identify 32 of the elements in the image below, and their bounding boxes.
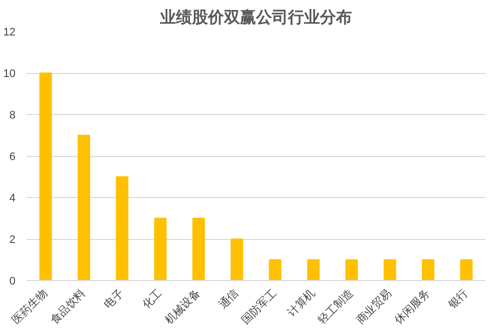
y-tick-label: 2 [9, 234, 16, 246]
x-tick-label: 国防军工 [239, 286, 280, 327]
x-tick-label: 电子 [102, 286, 126, 312]
y-tick-label: 10 [3, 68, 16, 80]
x-tick-label: 化工 [140, 287, 165, 312]
y-tick-label: 4 [9, 192, 16, 204]
x-tick-label: 食品饮料 [48, 286, 88, 327]
x-tick-label: 医药生物 [10, 286, 50, 327]
bar [116, 176, 128, 280]
x-tick-label: 休闲服务 [392, 287, 432, 327]
x-tick-label: 机械设备 [162, 286, 203, 327]
y-tick-label: 6 [9, 151, 16, 163]
x-tick-label: 银行 [446, 287, 471, 312]
y-tick-label: 12 [3, 26, 16, 38]
bar [268, 259, 282, 280]
bar [230, 238, 244, 280]
chart-title: 业绩股价双赢公司行业分布 [159, 8, 352, 26]
bar [78, 134, 90, 280]
x-tick-label: 轻工制造 [316, 286, 356, 327]
x-tick-label: 商业贸易 [354, 286, 394, 327]
y-tick-label: 8 [9, 110, 16, 122]
bar [192, 218, 205, 280]
bar [39, 72, 52, 280]
bar [345, 259, 358, 280]
bar [460, 259, 473, 280]
bar [307, 259, 320, 280]
x-tick-label: 通信 [216, 286, 242, 312]
bar [422, 259, 434, 280]
x-tick-label: 计算机 [285, 286, 318, 320]
bar [384, 259, 396, 280]
y-tick-label: 0 [9, 276, 16, 288]
bar [154, 218, 167, 280]
